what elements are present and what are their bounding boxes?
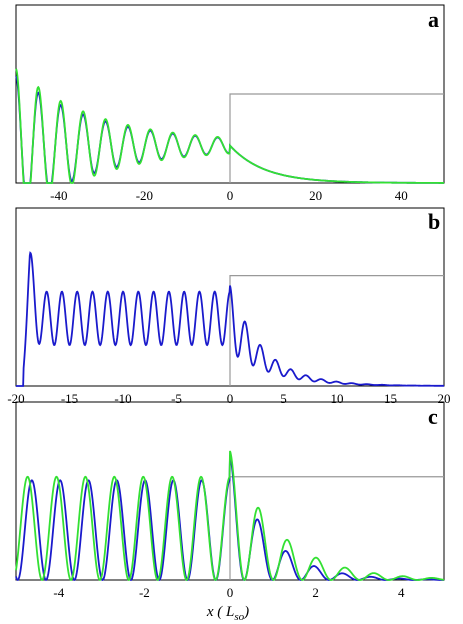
panel-b-label: b [428, 209, 440, 234]
potential-step-line [229, 275, 444, 386]
potential-step-line [229, 93, 444, 183]
panel-a-tick-label: 40 [395, 188, 408, 203]
panel-b-tick-label: -5 [171, 391, 182, 406]
panel-b-tick-label: -20 [7, 391, 24, 406]
panel-c-tick-label: 0 [227, 585, 234, 600]
panel-b-tick-label: 20 [438, 391, 451, 406]
chart-marks: -40 -20 0 20 40-20 -15 -10 -5 0 5 10 15 20-4 -2 0 2 4x (… [7, 68, 451, 623]
panel-b-tick-label: 0 [227, 391, 234, 406]
panel-c-series-1-line [15, 450, 445, 582]
panel-c-tick-label: -2 [139, 585, 150, 600]
panel-a-tick-label: 20 [309, 188, 322, 203]
panel-c-label: c [428, 404, 438, 429]
panel-b-tick-label: -15 [61, 391, 78, 406]
panel-b-tick-label: 10 [331, 391, 344, 406]
panel-a-tick-label: -40 [50, 188, 67, 203]
panel-a-series-1-line [15, 68, 444, 184]
panel-b-series-0-line [16, 251, 444, 387]
panel-a-tick-label: 0 [227, 188, 234, 203]
panel-b-tick-label: 5 [280, 391, 287, 406]
x-axis-label: x ( Lso) [206, 604, 249, 623]
panel-c-tick-label: 4 [398, 585, 405, 600]
panel-a-tick-label: -20 [136, 188, 153, 203]
panel-c-tick-label: -4 [53, 585, 64, 600]
panel-b-tick-label: -10 [114, 391, 131, 406]
potential-step-line [229, 476, 444, 580]
panel-b-tick-label: 15 [384, 391, 397, 406]
panel-c-tick-label: 2 [312, 585, 319, 600]
panel-a-label: a [428, 7, 439, 32]
